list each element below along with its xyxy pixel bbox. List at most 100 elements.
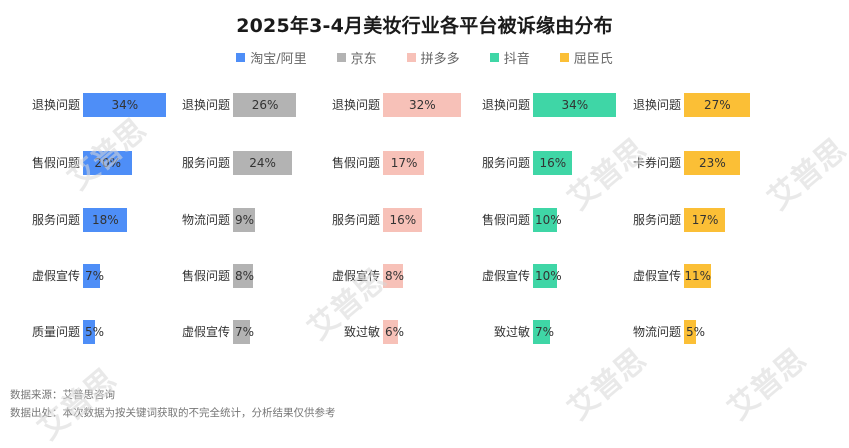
platform-panel: 退换问题 26% 服务问题 24% 物流问题 9% 售假问题 8% 虚假宣传 7% <box>177 0 327 430</box>
bar-value-label: 24% <box>249 156 276 170</box>
bar-value-label: 8% <box>385 269 405 283</box>
bar <box>83 151 132 175</box>
bar-value-label: 34% <box>111 98 139 112</box>
category-label: 虚假宣传 <box>331 269 380 283</box>
bar-row: 售假问题 20% <box>27 151 177 175</box>
legend-item: 屈臣氏 <box>559 48 613 67</box>
category-label: 服务问题 <box>632 213 681 227</box>
category-label: 致过敏 <box>343 325 380 339</box>
bar-row: 服务问题 16% <box>327 208 477 232</box>
bar-value-label: 34% <box>561 98 589 112</box>
bar-row: 虚假宣传 10% <box>477 264 627 288</box>
bar-row: 退换问题 26% <box>177 93 327 117</box>
category-label: 售假问题 <box>181 269 230 283</box>
bar-value-label: 10% <box>535 269 562 283</box>
bar-value-label: 7% <box>535 325 555 339</box>
bar-value-label: 6% <box>385 325 405 339</box>
category-label: 售假问题 <box>481 213 530 227</box>
bar <box>233 151 292 175</box>
platform-panel: 退换问题 27% 卡券问题 23% 服务问题 17% 虚假宣传 11% 物流问题 5% <box>628 0 778 430</box>
category-label: 服务问题 <box>181 156 230 170</box>
category-label: 质量问题 <box>31 325 80 339</box>
bar-value-label: 5% <box>85 325 105 339</box>
bar <box>383 320 398 344</box>
bar-row: 服务问题 16% <box>477 151 627 175</box>
bar-row: 退换问题 34% <box>477 93 627 117</box>
legend-item: 抖音 <box>489 48 530 67</box>
bar-row: 售假问题 8% <box>177 264 327 288</box>
bar-row: 虚假宣传 7% <box>27 264 177 288</box>
data-source-note: 数据来源：艾普思咨询 <box>10 389 115 401</box>
bar-value-label: 32% <box>409 98 436 112</box>
bar <box>383 264 403 288</box>
bar <box>383 208 423 232</box>
category-label: 服务问题 <box>331 213 380 227</box>
bar-value-label: 18% <box>91 213 119 227</box>
bar-row: 退换问题 34% <box>27 93 177 117</box>
legend-swatch <box>406 53 416 62</box>
chart-legend: 淘宝/阿里 京东 拼多多 抖音 屈臣氏 <box>0 48 849 67</box>
legend-label: 抖音 <box>503 52 530 67</box>
legend-swatch <box>489 53 499 62</box>
category-label: 虚假宣传 <box>632 269 681 283</box>
bar <box>233 320 251 344</box>
bar-value-label: 23% <box>699 156 726 170</box>
bar-value-label: 8% <box>235 269 255 283</box>
bar-row: 售假问题 10% <box>477 208 627 232</box>
bar <box>83 208 127 232</box>
category-label: 退换问题 <box>31 98 80 112</box>
bar <box>383 93 462 117</box>
category-label: 物流问题 <box>181 213 230 227</box>
bar-value-label: 11% <box>684 269 712 283</box>
legend-label: 拼多多 <box>420 52 460 67</box>
legend-label: 京东 <box>350 52 377 67</box>
legend-item: 拼多多 <box>406 48 460 67</box>
chart-title: 2025年3-4月美妆行业各平台被诉缘由分布 <box>236 15 613 37</box>
bar-value-label: 16% <box>389 213 417 227</box>
legend-item: 京东 <box>336 48 377 67</box>
category-label: 服务问题 <box>31 213 80 227</box>
platform-panel: 退换问题 32% 售假问题 17% 服务问题 16% 虚假宣传 8% 致过敏 6% <box>327 0 477 430</box>
platform-panel: 退换问题 34% 服务问题 16% 售假问题 10% 虚假宣传 10% 致过敏 7% <box>477 0 627 430</box>
legend-label: 淘宝/阿里 <box>250 52 307 67</box>
legend-swatch <box>336 53 346 62</box>
legend-swatch <box>559 53 569 62</box>
category-label: 虚假宣传 <box>31 269 80 283</box>
bar-value-label: 5% <box>686 325 706 339</box>
bar <box>233 208 255 232</box>
category-label: 退换问题 <box>181 98 230 112</box>
bar <box>533 208 558 232</box>
bar-row: 物流问题 9% <box>177 208 327 232</box>
bar <box>533 320 551 344</box>
bar <box>684 208 726 232</box>
category-label: 退换问题 <box>331 98 380 112</box>
bar-row: 退换问题 32% <box>327 93 477 117</box>
category-label: 卡券问题 <box>632 156 681 170</box>
bar-row: 物流问题 5% <box>628 320 778 344</box>
bar-value-label: 26% <box>251 98 279 112</box>
bar <box>83 264 101 288</box>
category-label: 服务问题 <box>481 156 530 170</box>
category-label: 退换问题 <box>481 98 530 112</box>
bar <box>533 151 573 175</box>
bar-row: 虚假宣传 8% <box>327 264 477 288</box>
bar <box>83 320 96 344</box>
category-label: 售假问题 <box>31 156 80 170</box>
bar-row: 服务问题 24% <box>177 151 327 175</box>
bar <box>233 264 253 288</box>
bar <box>533 93 616 117</box>
bar <box>684 320 697 344</box>
bar-value-label: 17% <box>691 213 719 227</box>
bar-row: 退换问题 27% <box>628 93 778 117</box>
bar-row: 质量问题 5% <box>27 320 177 344</box>
bar-row: 服务问题 18% <box>27 208 177 232</box>
category-label: 虚假宣传 <box>181 325 230 339</box>
legend-swatch <box>236 53 246 62</box>
bar <box>684 93 750 117</box>
category-label: 致过敏 <box>493 325 530 339</box>
bar-row: 虚假宣传 7% <box>177 320 327 344</box>
bar-value-label: 17% <box>390 156 418 170</box>
bar <box>533 264 558 288</box>
bar-value-label: 10% <box>535 213 562 227</box>
bar-value-label: 20% <box>94 156 122 170</box>
